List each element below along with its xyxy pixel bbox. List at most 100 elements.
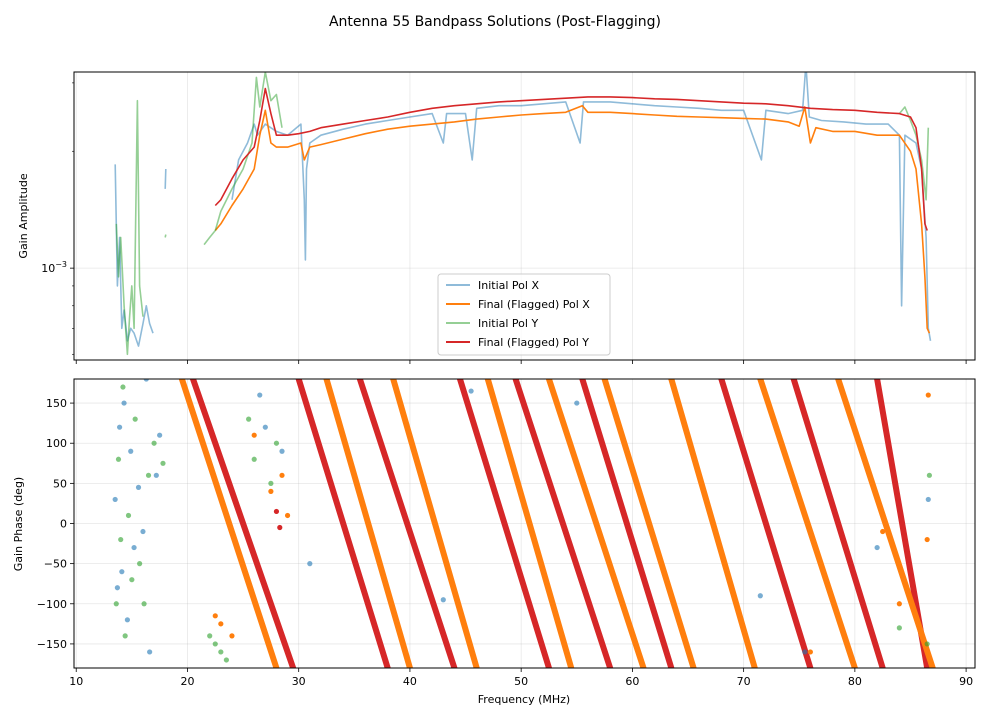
- x-tick-label: 20: [180, 675, 194, 688]
- phase-point-initial-x: [925, 496, 931, 503]
- figure-title: Antenna 55 Bandpass Solutions (Post-Flag…: [329, 14, 661, 30]
- x-axis-label: Frequency (MHz): [478, 693, 570, 706]
- phase-point-initial-y: [118, 536, 124, 543]
- amplitude-axes-frame: [73, 71, 976, 361]
- y-tick-label: 150: [46, 397, 67, 410]
- phase-point-initial-y: [145, 472, 152, 478]
- phase-point-initial-x: [757, 593, 763, 599]
- phase-point-initial-x: [140, 528, 146, 535]
- phase-wrap-final-x: [545, 379, 647, 668]
- phase-point-initial-y: [129, 577, 135, 583]
- amplitude-grid: [74, 72, 975, 360]
- legend-label: Initial Pol Y: [478, 317, 538, 330]
- phase-point-initial-x: [262, 424, 268, 430]
- phase-series: [112, 379, 936, 668]
- phase-point-initial-y: [218, 649, 224, 655]
- phase-wrap-final-x: [484, 379, 575, 668]
- phase-point-initial-x: [114, 585, 120, 591]
- y-tick-label: 10−3: [41, 260, 67, 275]
- phase-point-initial-x: [157, 432, 163, 438]
- phase-point-initial-y: [132, 416, 138, 422]
- phase-point-initial-y: [212, 641, 218, 647]
- legend-label: Final (Flagged) Pol X: [478, 298, 590, 311]
- phase-point-initial-y: [223, 657, 229, 663]
- phase-point-final-x: [925, 392, 931, 398]
- x-tick-label: 10: [69, 675, 83, 688]
- legend-label: Final (Flagged) Pol Y: [478, 336, 589, 349]
- phase-point-initial-y: [268, 480, 274, 486]
- x-tick-label: 90: [959, 675, 973, 688]
- phase-point-initial-x: [468, 388, 474, 394]
- phase-wrap-final-y: [190, 379, 297, 668]
- phase-wrap-final-x: [835, 379, 936, 668]
- phase-point-final-y: [273, 508, 280, 515]
- phase-point-initial-y: [896, 625, 902, 631]
- x-tick-label: 80: [848, 675, 862, 688]
- phase-grid: [74, 379, 975, 668]
- phase-wrap-final-x: [757, 379, 858, 668]
- phase-wrap-final-y: [512, 379, 614, 668]
- phase-point-final-x: [896, 601, 902, 607]
- phase-point-initial-y: [115, 456, 122, 462]
- phase-point-initial-x: [112, 496, 118, 503]
- phase-point-initial-x: [117, 424, 123, 430]
- phase-point-initial-x: [307, 561, 313, 567]
- phase-point-initial-x: [143, 379, 149, 382]
- phase-point-initial-x: [135, 484, 142, 490]
- phase-point-final-x: [251, 432, 257, 438]
- legend-entry-final-pol-y: Final (Flagged) Pol Y: [446, 336, 589, 349]
- amplitude-panel: 10−3 Gain Amplitude Initial Pol X Final …: [17, 71, 976, 364]
- phase-point-initial-y: [273, 440, 280, 446]
- phase-point-initial-y: [924, 641, 930, 647]
- phase-point-initial-x: [153, 472, 159, 478]
- phase-point-initial-x: [119, 569, 125, 575]
- phase-point-final-x: [218, 621, 224, 627]
- phase-point-initial-y: [207, 633, 213, 639]
- phase-point-initial-y: [137, 561, 143, 567]
- x-tick-label: 40: [403, 675, 417, 688]
- phase-wrap-final-y: [356, 379, 458, 668]
- phase-point-initial-x: [574, 400, 580, 406]
- phase-wrap-final-x: [178, 379, 280, 668]
- legend-frame: [437, 273, 611, 356]
- phase-point-initial-x: [802, 649, 808, 655]
- phase-point-initial-x: [131, 544, 137, 551]
- phase-wrap-final-x: [668, 379, 758, 668]
- phase-point-initial-y: [251, 456, 257, 462]
- phase-point-initial-x: [147, 649, 153, 655]
- x-tick-label: 30: [292, 675, 306, 688]
- phase-point-initial-y: [926, 472, 932, 478]
- phase-wrap-final-y: [718, 379, 814, 668]
- phase-point-final-x: [268, 488, 274, 494]
- phase-point-initial-x: [279, 448, 285, 454]
- phase-point-final-x: [880, 528, 886, 535]
- phase-point-final-x: [284, 512, 291, 519]
- phase-point-initial-x: [121, 400, 127, 406]
- phase-point-final-x: [212, 613, 218, 619]
- phase-point-initial-y: [125, 512, 132, 519]
- phase-point-initial-x: [440, 597, 446, 603]
- phase-point-initial-x: [874, 544, 880, 551]
- phase-point-initial-y: [246, 416, 252, 422]
- amplitude-series: [114, 72, 932, 356]
- x-tick-label: 60: [625, 675, 639, 688]
- phase-point-initial-y: [120, 384, 126, 390]
- amplitude-ticks: 10−3: [41, 82, 967, 364]
- series-line-final-x: [214, 104, 931, 334]
- legend: Initial Pol X Final (Flagged) Pol X Init…: [437, 273, 611, 356]
- phase-point-final-x: [807, 649, 813, 655]
- phase-point-initial-x: [128, 448, 134, 454]
- phase-wrap-final-y: [295, 379, 391, 668]
- legend-label: Initial Pol X: [478, 279, 539, 292]
- phase-wrap-final-y: [790, 379, 886, 668]
- phase-wrap-final-x: [601, 379, 697, 668]
- legend-entry-final-pol-x: Final (Flagged) Pol X: [446, 298, 590, 311]
- series-line-initial-x: [231, 72, 932, 341]
- phase-wrap-final-y: [456, 379, 552, 668]
- phase-ticks: 10 20 30 40 50 60 70 80 90 −150 −100 −50 0 50 100 150: [37, 397, 973, 688]
- legend-entry-initial-pol-y: Initial Pol Y: [446, 317, 538, 330]
- amplitude-y-axis-label: Gain Amplitude: [17, 173, 30, 258]
- y-tick-label: 100: [46, 437, 67, 450]
- phase-point-initial-y: [122, 633, 128, 639]
